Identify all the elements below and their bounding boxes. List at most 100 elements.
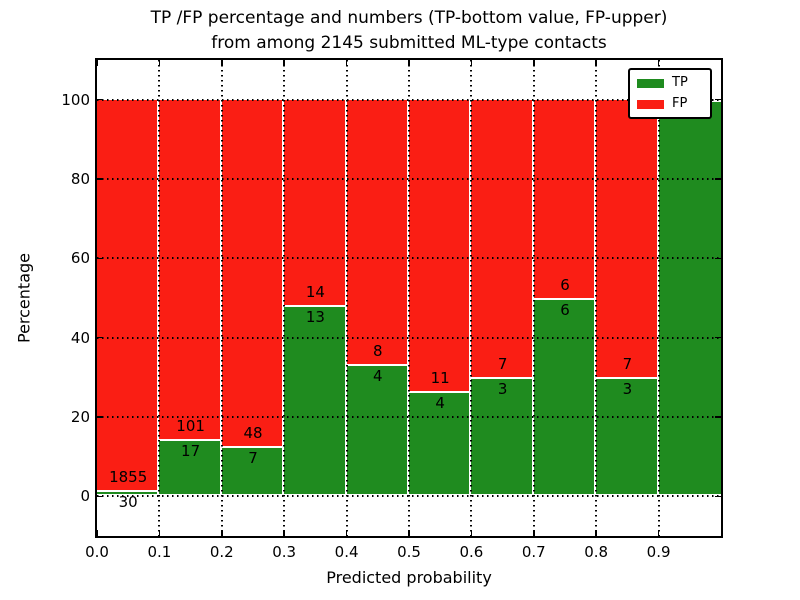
y-tick-mark (715, 178, 721, 180)
bar-segment-fp (471, 99, 534, 378)
bar-count-label-tp: 17 (181, 442, 201, 461)
grid-vline (595, 60, 598, 536)
y-axis-label: Percentage (14, 252, 34, 344)
x-tick-mark (158, 60, 161, 66)
bar-count-label-fp: 6 (560, 276, 570, 294)
x-tick-label: 0.3 (272, 543, 297, 561)
x-tick-mark (408, 530, 410, 536)
x-tick-mark (470, 60, 473, 66)
y-tick-mark (715, 495, 721, 498)
bar-count-label-fp: 7 (497, 355, 508, 374)
bar-segment-fp (221, 99, 285, 446)
y-tick-mark (715, 257, 721, 260)
x-tick-label: 0.6 (459, 543, 484, 561)
bar-segment-tp (596, 377, 659, 497)
bar-segment-tp (159, 439, 222, 497)
y-tick-mark (97, 416, 103, 418)
plot-area: 185530101174871413841147366731 TP FP (95, 58, 723, 538)
bar-count-label-tp: 4 (373, 367, 383, 386)
x-tick-mark (221, 60, 223, 66)
y-tick-mark (715, 336, 721, 339)
x-tick-label: 0.0 (85, 543, 109, 561)
bar-segment-tp (97, 490, 160, 497)
legend-item-tp: TP (637, 76, 703, 90)
bar-count-label-tp: 13 (305, 308, 325, 327)
x-tick-mark (158, 530, 161, 536)
y-tick-label: 100 (61, 90, 90, 109)
fp-legend-swatch-icon (637, 99, 664, 109)
chart-title-line2: from among 2145 submitted ML-type contac… (211, 33, 607, 53)
x-tick-label: 0.4 (334, 543, 359, 561)
y-tick-label: 60 (70, 249, 90, 268)
y-tick-mark (97, 257, 103, 260)
y-tick-mark (97, 495, 103, 498)
x-tick-label: 0.9 (646, 543, 671, 561)
x-tick-label: 0.5 (397, 543, 421, 561)
bar-count-label-fp: 14 (305, 283, 325, 302)
x-tick-mark (533, 530, 535, 536)
bar-segment-tp (658, 99, 721, 497)
bar-count-label-tp: 4 (435, 393, 445, 412)
chart-title-line1: TP /FP percentage and numbers (TP-bottom… (150, 8, 668, 28)
y-tick-mark (97, 178, 103, 180)
x-tick-mark (595, 530, 597, 536)
x-tick-label: 0.2 (209, 543, 234, 561)
bar-segment-fp (409, 99, 472, 391)
x-tick-mark (96, 60, 98, 66)
grid-vline (220, 60, 223, 536)
y-tick-mark (97, 336, 103, 339)
bar-count-label-fp: 101 (176, 417, 205, 436)
x-tick-mark (345, 530, 348, 536)
x-tick-mark (345, 60, 348, 66)
legend: TP FP (628, 68, 712, 119)
legend-item-fp: FP (637, 97, 703, 111)
y-tick-label: 80 (70, 170, 90, 188)
x-tick-mark (657, 60, 660, 66)
x-tick-mark (470, 530, 473, 536)
bar-count-label-tp: 3 (622, 380, 633, 399)
fp-legend-label: FP (672, 96, 688, 111)
x-tick-label: 0.8 (584, 543, 609, 561)
bar-count-label-fp: 1855 (109, 468, 148, 487)
bar-segment-tp (409, 390, 472, 497)
x-tick-mark (221, 530, 223, 536)
grid-vline (408, 60, 410, 536)
bar-count-label-fp: 48 (243, 423, 263, 442)
grid-vline (345, 60, 348, 536)
bar-count-label-fp: 11 (430, 368, 450, 387)
bar-segment-fp (346, 99, 409, 365)
bar-segment-tp (284, 305, 347, 497)
x-tick-mark (283, 530, 285, 536)
bar-segment-tp (533, 298, 597, 497)
y-tick-mark (715, 416, 721, 418)
y-tick-label: 40 (70, 328, 90, 347)
y-tick-label: 20 (70, 408, 90, 426)
y-tick-label: 0 (80, 487, 90, 506)
bar-segment-fp (97, 99, 160, 491)
bar-segment-fp (596, 99, 659, 378)
bar-segment-tp (221, 445, 285, 497)
x-tick-mark (533, 60, 535, 66)
x-tick-label: 0.7 (521, 543, 546, 561)
bar-count-label-tp: 6 (560, 301, 570, 319)
y-tick-mark (715, 98, 721, 101)
bar-segment-fp (284, 99, 347, 306)
x-tick-mark (408, 60, 410, 66)
x-tick-mark (283, 60, 285, 66)
x-tick-label: 0.1 (147, 543, 172, 561)
bar-segment-fp (159, 99, 222, 440)
grid-vline (158, 60, 161, 536)
x-tick-mark (657, 530, 660, 536)
bar-count-label-tp: 7 (248, 448, 258, 467)
bar-count-label-fp: 8 (373, 342, 383, 361)
tp-legend-label: TP (672, 75, 688, 90)
bar-count-label-fp: 7 (622, 355, 633, 374)
bar-count-label-tp: 3 (497, 380, 508, 399)
bar-count-label-tp: 30 (118, 493, 138, 512)
bar-segment-fp (533, 99, 597, 298)
x-tick-mark (595, 60, 597, 66)
grid-vline (470, 60, 473, 536)
grid-vline (532, 60, 535, 536)
y-tick-mark (97, 98, 103, 101)
